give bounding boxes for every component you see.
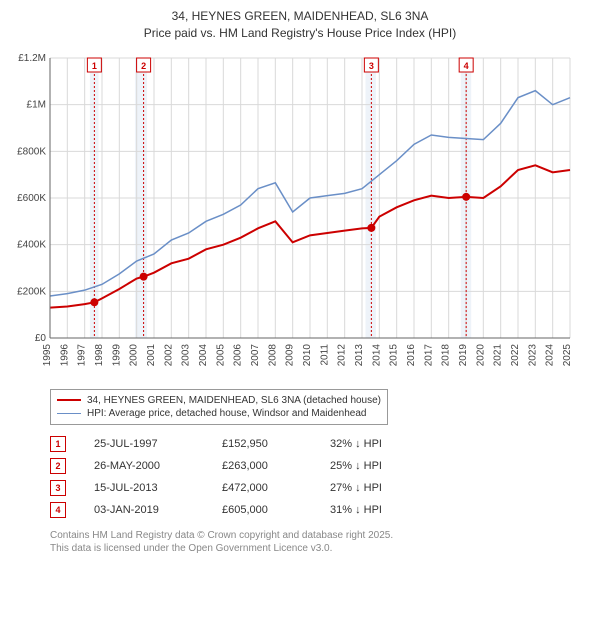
transaction-marker-number: 3 <box>369 61 374 71</box>
transaction-price: £263,000 <box>222 460 302 472</box>
x-axis-label: 2005 <box>215 343 226 366</box>
transaction-row: 3 15-JUL-2013 £472,000 27% ↓ HPI <box>50 477 590 499</box>
transaction-price: £152,950 <box>222 438 302 450</box>
x-axis-label: 2010 <box>302 343 313 366</box>
y-axis-label: £600K <box>17 193 46 204</box>
transactions-table: 1 25-JUL-1997 £152,950 32% ↓ HPI 2 26-MAY-200… <box>50 433 590 521</box>
page-root: 34, HEYNES GREEN, MAIDENHEAD, SL6 3NA Pr… <box>0 0 600 565</box>
footer-line2: This data is licensed under the Open Gov… <box>50 542 590 555</box>
x-axis-label: 1998 <box>94 343 105 366</box>
legend-label: HPI: Average price, detached house, Wind… <box>87 408 366 419</box>
transaction-marker-number: 2 <box>141 61 146 71</box>
transaction-point <box>90 298 98 306</box>
transaction-point <box>367 223 375 231</box>
x-axis-label: 2013 <box>354 343 365 366</box>
x-axis-label: 1996 <box>59 343 70 366</box>
x-axis-label: 2015 <box>389 343 400 366</box>
x-axis-label: 2006 <box>233 343 244 366</box>
transaction-row-marker: 3 <box>50 480 66 496</box>
x-axis-label: 2019 <box>458 343 469 366</box>
footer-line1: Contains HM Land Registry data © Crown c… <box>50 529 590 542</box>
x-axis-label: 2004 <box>198 343 209 366</box>
transaction-price: £605,000 <box>222 504 302 516</box>
legend-swatch <box>57 413 81 414</box>
transaction-point <box>140 272 148 280</box>
x-axis-label: 2016 <box>406 343 417 366</box>
transaction-row-marker: 1 <box>50 436 66 452</box>
x-axis-label: 2022 <box>510 343 521 366</box>
transaction-row-marker: 4 <box>50 502 66 518</box>
x-axis-label: 1997 <box>77 343 88 366</box>
transaction-row: 4 03-JAN-2019 £605,000 31% ↓ HPI <box>50 499 590 521</box>
x-axis-label: 2017 <box>423 343 434 366</box>
x-axis-label: 2003 <box>181 343 192 366</box>
chart-title-block: 34, HEYNES GREEN, MAIDENHEAD, SL6 3NA Pr… <box>10 8 590 42</box>
transaction-marker-number: 4 <box>464 61 469 71</box>
x-axis-label: 2002 <box>163 343 174 366</box>
transaction-marker-number: 1 <box>92 61 97 71</box>
legend-swatch <box>57 399 81 401</box>
transaction-date: 26-MAY-2000 <box>94 460 194 472</box>
transaction-pct: 25% ↓ HPI <box>330 460 430 472</box>
x-axis-label: 2009 <box>285 343 296 366</box>
x-axis-label: 2023 <box>527 343 538 366</box>
x-axis-label: 2018 <box>441 343 452 366</box>
transaction-row: 1 25-JUL-1997 £152,950 32% ↓ HPI <box>50 433 590 455</box>
x-axis-label: 2008 <box>267 343 278 366</box>
y-axis-label: £1.2M <box>18 53 46 64</box>
transaction-price: £472,000 <box>222 482 302 494</box>
x-axis-label: 1999 <box>111 343 122 366</box>
footer-attribution: Contains HM Land Registry data © Crown c… <box>50 529 590 555</box>
chart-area: £0 £200K £400K £600K £800K £1M £1.2M 1995 1996 19… <box>10 48 590 383</box>
x-axis-label: 2020 <box>475 343 486 366</box>
legend-label: 34, HEYNES GREEN, MAIDENHEAD, SL6 3NA (d… <box>87 395 381 406</box>
x-axis-label: 2014 <box>371 343 382 366</box>
legend-row: 34, HEYNES GREEN, MAIDENHEAD, SL6 3NA (d… <box>57 394 381 407</box>
legend-row: HPI: Average price, detached house, Wind… <box>57 407 381 420</box>
x-axis-label: 2001 <box>146 343 157 366</box>
x-axis-label: 2011 <box>319 343 330 365</box>
y-axis-label: £200K <box>17 286 46 297</box>
x-axis-label: 2000 <box>129 343 140 366</box>
transaction-date: 03-JAN-2019 <box>94 504 194 516</box>
transaction-point <box>462 192 470 200</box>
legend-box: 34, HEYNES GREEN, MAIDENHEAD, SL6 3NA (d… <box>50 389 388 425</box>
x-axis-label: 2012 <box>337 343 348 366</box>
transaction-row-marker: 2 <box>50 458 66 474</box>
y-axis-label: £1M <box>27 99 46 110</box>
transaction-row: 2 26-MAY-2000 £263,000 25% ↓ HPI <box>50 455 590 477</box>
transaction-date: 15-JUL-2013 <box>94 482 194 494</box>
y-axis-label: £400K <box>17 239 46 250</box>
transaction-pct: 32% ↓ HPI <box>330 438 430 450</box>
y-axis-label: £800K <box>17 146 46 157</box>
transaction-date: 25-JUL-1997 <box>94 438 194 450</box>
transaction-pct: 31% ↓ HPI <box>330 504 430 516</box>
title-line1: 34, HEYNES GREEN, MAIDENHEAD, SL6 3NA <box>10 8 590 25</box>
x-axis-label: 1995 <box>42 343 53 366</box>
title-line2: Price paid vs. HM Land Registry's House … <box>10 25 590 42</box>
x-axis-label: 2025 <box>562 343 573 366</box>
x-axis-label: 2021 <box>493 343 504 366</box>
transaction-pct: 27% ↓ HPI <box>330 482 430 494</box>
y-axis-label: £0 <box>35 333 47 344</box>
line-chart-svg: £0 £200K £400K £600K £800K £1M £1.2M 1995 1996 19… <box>10 48 580 378</box>
x-axis-label: 2024 <box>545 343 556 366</box>
x-axis-label: 2007 <box>250 343 261 366</box>
